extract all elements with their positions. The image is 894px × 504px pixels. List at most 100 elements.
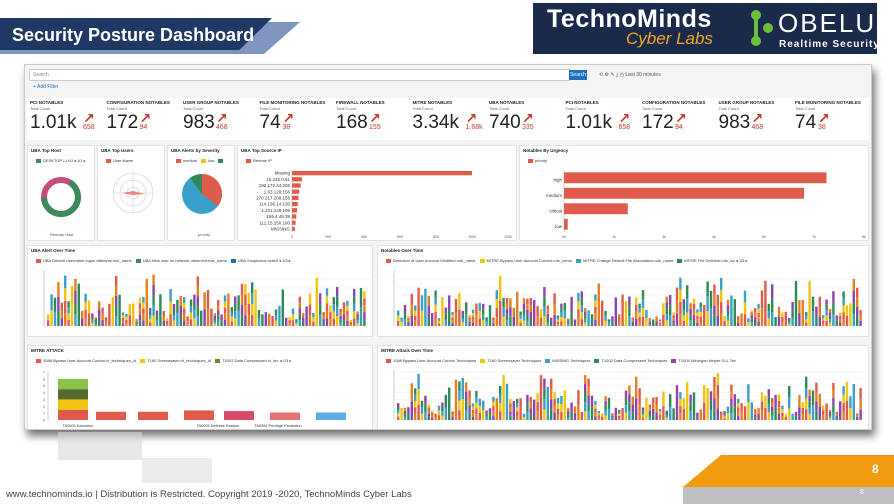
- bar-segment: [842, 386, 845, 395]
- bar-segment: [98, 301, 101, 310]
- cyber-labs-logo: Cyber Labs: [626, 29, 713, 48]
- metric-card[interactable]: UBA NOTABLES Total Count 740 ↗ 335: [486, 98, 564, 140]
- bar-segment: [852, 278, 855, 291]
- metric-card[interactable]: USER GROUP NOTABLES Total Count 983 ↗ 468: [716, 98, 794, 140]
- bar-segment: [319, 293, 322, 305]
- bar: [58, 389, 88, 400]
- bar-segment: [835, 417, 838, 420]
- bar-segment: [264, 312, 267, 326]
- legend: Detection of User Account Modified:rule_…: [382, 258, 748, 263]
- bar-segment: [74, 290, 77, 303]
- bar-segment: [726, 413, 730, 420]
- bar-segment: [638, 308, 641, 313]
- search-input[interactable]: Search: [29, 69, 571, 81]
- bar-segment: [485, 416, 488, 420]
- search-button[interactable]: Search: [569, 70, 587, 80]
- bar-segment: [628, 296, 631, 307]
- bar-segment: [427, 295, 430, 306]
- bar-segment: [767, 389, 770, 397]
- bar-segment: [635, 318, 638, 326]
- bar-segment: [570, 402, 573, 412]
- metric-card[interactable]: MITRE NOTABLES Total Count 3.34k ↗ 1.68k: [410, 98, 488, 140]
- trend-up-icon: ↗: [751, 110, 764, 126]
- bar-segment: [842, 312, 845, 320]
- bar-segment: [471, 322, 475, 326]
- legend-item: priority: [535, 158, 548, 163]
- metric-card[interactable]: CONFIGURATION NOTABLES Total Count 172 ↗ 94: [639, 98, 717, 140]
- severity-pie: [182, 174, 222, 214]
- bar-segment: [526, 304, 529, 310]
- bar-segment: [669, 407, 672, 420]
- tick-label: 5k: [762, 235, 766, 239]
- bar-segment: [213, 320, 216, 324]
- add-filter-link[interactable]: + Add Filter: [33, 84, 59, 90]
- bar-segment: [529, 414, 532, 420]
- bar-segment: [771, 402, 774, 407]
- bar-segment: [618, 411, 621, 414]
- bar-segment: [468, 405, 471, 413]
- bar-segment: [77, 283, 80, 326]
- bar-segment: [64, 288, 67, 301]
- bar-segment: [747, 402, 750, 420]
- bar-segment: [723, 416, 726, 419]
- bar-segment: [502, 307, 505, 317]
- metric-card[interactable]: PCI NOTABLES Total Count 1.01k ↗ 658: [563, 98, 641, 140]
- bar-segment: [468, 321, 471, 324]
- bar-segment: [587, 386, 590, 396]
- metric-card[interactable]: USER GROUP NOTABLES Total Count 983 ↗ 468: [180, 98, 258, 140]
- bar-segment: [767, 412, 770, 420]
- bar-segment: [652, 397, 655, 404]
- bar-segment: [482, 314, 485, 321]
- metric-card[interactable]: PCI NOTABLES Total Count 1.01k ↗ 658: [27, 98, 105, 140]
- metric-card[interactable]: CONFIGURATION NOTABLES Total Count 172 ↗ 94: [104, 98, 182, 140]
- bar-segment: [529, 305, 532, 313]
- bar-segment: [451, 314, 454, 318]
- bar-segment: [560, 403, 563, 412]
- time-picker[interactable]: ⟲ ⚙ ✎ ⤓ ◷ Last 30 minutes: [599, 72, 661, 78]
- metric-card[interactable]: FILE MONITORING NOTABLES Total Count 74 ↗ 38: [257, 98, 335, 140]
- bar-segment: [692, 298, 696, 305]
- bar-segment: [220, 320, 223, 326]
- bar-segment: [696, 315, 699, 320]
- bar-segment: [302, 317, 305, 322]
- metric-value: 740: [489, 112, 521, 133]
- bar-segment: [505, 309, 509, 315]
- bar-segment: [573, 406, 577, 414]
- bar-segment: [713, 305, 716, 316]
- trend-up-icon: ↗: [83, 110, 95, 126]
- metric-card[interactable]: FIREWALL NOTABLES Total Count 168 ↗ 155: [333, 98, 411, 140]
- bar-segment: [788, 320, 791, 323]
- bar-label: 111.15.150.180: [259, 220, 290, 225]
- bar-segment: [665, 308, 668, 315]
- bar-segment: [689, 308, 692, 315]
- tick-label: 1: [43, 412, 45, 416]
- tick-label: 3k: [662, 235, 666, 239]
- bar-segment: [461, 318, 464, 323]
- bar-segment: [353, 303, 356, 312]
- metric-label: PCI NOTABLES: [30, 100, 64, 105]
- bar-segment: [546, 317, 549, 322]
- bar-segment: [682, 309, 685, 316]
- bar-segment: [308, 293, 312, 305]
- bar-segment: [162, 311, 165, 317]
- bar-segment: [468, 319, 471, 322]
- bar-segment: [550, 409, 553, 420]
- bar-segment: [251, 315, 254, 326]
- bar-segment: [692, 392, 696, 420]
- bar-segment: [193, 318, 196, 326]
- bar-segment: [577, 390, 580, 406]
- tick-label: 200: [325, 235, 331, 239]
- bar-segment: [240, 283, 244, 295]
- bar-segment: [794, 280, 798, 326]
- bar-segment: [798, 300, 801, 314]
- bar-segment: [237, 295, 240, 311]
- bar-segment: [567, 318, 570, 321]
- decor-block: [58, 432, 142, 460]
- bar-segment: [709, 308, 713, 326]
- technominds-logo: TechnoMinds: [547, 5, 712, 33]
- bar-segment: [757, 413, 760, 420]
- bar-segment: [505, 320, 509, 326]
- bar-segment: [322, 312, 325, 316]
- metric-card[interactable]: FILE MONITORING NOTABLES Total Count 74 ↗ 38: [792, 98, 870, 140]
- bar-segment: [465, 314, 468, 326]
